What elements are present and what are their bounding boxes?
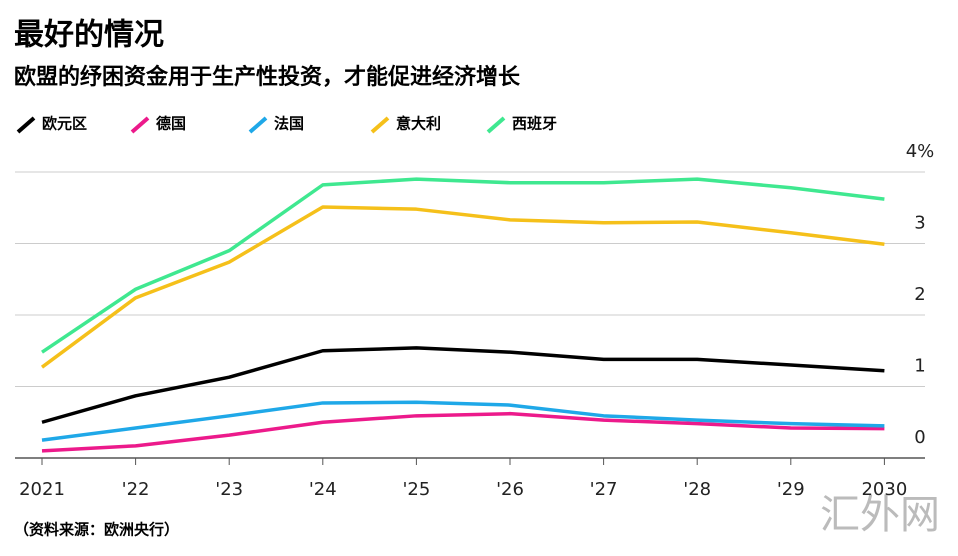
series-line	[41, 411, 885, 453]
chart-title: 最好的情况	[14, 18, 164, 53]
y-tick-label: 1	[914, 356, 925, 377]
y-tick-label: 0	[914, 427, 925, 448]
source: （资料来源：欧洲央行）	[14, 521, 179, 539]
series-line	[41, 177, 885, 354]
x-tick-label: '29	[777, 479, 805, 500]
legend-swatch	[16, 116, 36, 134]
chart-subtitle: 欧盟的纾困资金用于生产性投资，才能促进经济增长	[14, 64, 521, 90]
x-tick-label: '26	[496, 479, 524, 500]
legend-swatch	[486, 116, 506, 134]
series-line	[41, 400, 885, 442]
legend-swatch	[370, 116, 390, 134]
x-tick-label: '24	[309, 479, 337, 500]
legend-swatch	[130, 116, 150, 134]
y-tick-label: 2	[914, 284, 925, 305]
series-line	[41, 346, 885, 424]
x-tick-label: 2030	[861, 479, 907, 500]
x-tick-label: '22	[122, 479, 150, 500]
legend-label: 法国	[274, 115, 304, 133]
x-tick-label: '23	[215, 479, 243, 500]
legend-swatch	[248, 116, 268, 134]
legend-label: 德国	[156, 115, 186, 133]
y-tick-label: 3	[914, 213, 925, 234]
legend-label: 欧元区	[42, 115, 87, 133]
watermark: 汇外网	[820, 492, 940, 538]
legend-label: 意大利	[396, 115, 441, 133]
series-line	[40, 205, 885, 369]
x-tick-label: '25	[402, 479, 430, 500]
y-tick-label: 4%	[906, 141, 935, 162]
x-tick-label: 2021	[19, 479, 65, 500]
legend-label: 西班牙	[512, 115, 557, 133]
x-tick-label: '28	[683, 479, 711, 500]
x-tick-label: '27	[590, 479, 618, 500]
